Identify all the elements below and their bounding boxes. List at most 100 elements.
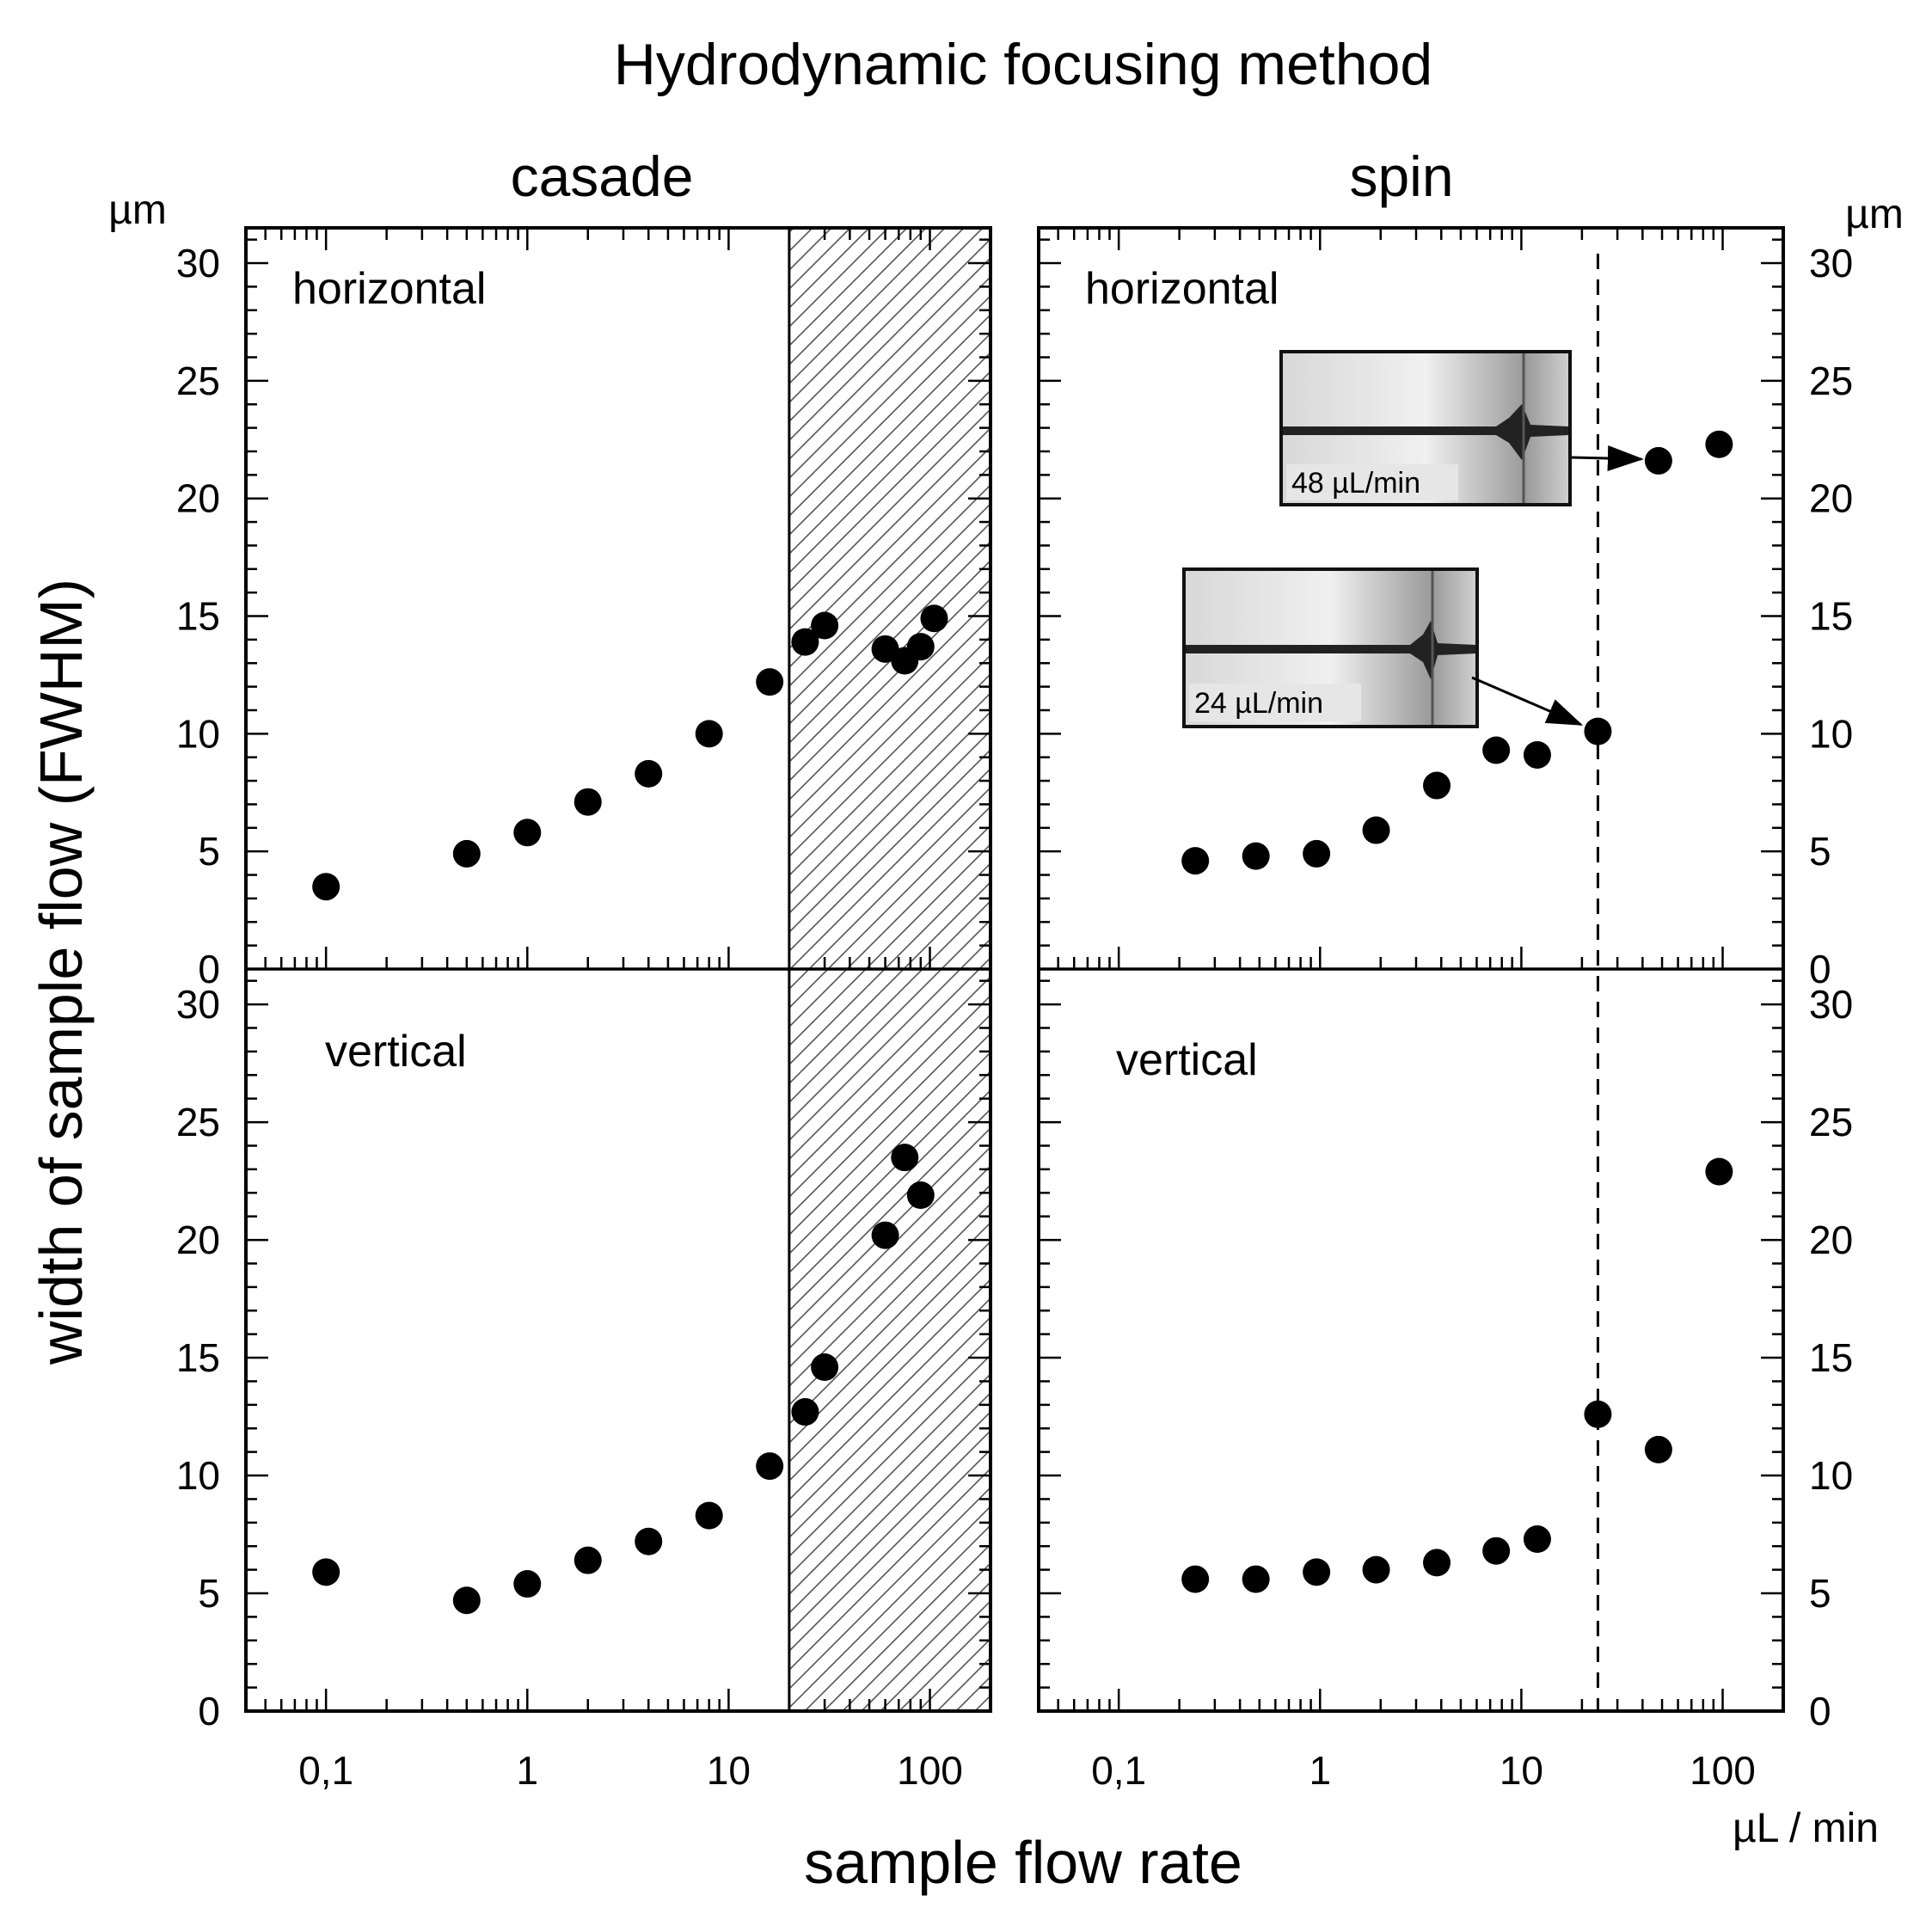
y-tick-label: 20: [1809, 1218, 1853, 1262]
data-point: [920, 604, 948, 633]
data-point: [1523, 740, 1551, 769]
data-point: [1181, 1565, 1210, 1593]
data-point: [891, 1144, 919, 1172]
data-point: [1482, 736, 1511, 764]
x-tick-label: 10: [1500, 1748, 1543, 1793]
y-tick-label: 30: [176, 982, 220, 1027]
data-point: [1303, 1558, 1331, 1586]
data-point: [1705, 1157, 1733, 1186]
y-unit-label-right: µm: [1845, 192, 1904, 237]
y-tick-label: 0: [1809, 1689, 1831, 1733]
arrow-inset-24: [1471, 676, 1584, 726]
y-tick-label: 15: [1809, 594, 1853, 639]
data-point: [1584, 717, 1612, 745]
x-tick-label: 0,1: [1091, 1748, 1146, 1793]
data-point: [513, 1570, 542, 1598]
y-tick-label: 30: [1809, 982, 1853, 1027]
inset-label-box: [1189, 684, 1361, 721]
x-tick-label: 100: [1690, 1748, 1756, 1793]
inset-label-24: 24 µL/min: [1194, 687, 1323, 720]
data-point: [1181, 847, 1210, 875]
data-point: [791, 628, 819, 656]
y-unit-label-left: µm: [108, 187, 167, 233]
data-point: [1242, 1565, 1270, 1593]
y-tick-label: 5: [198, 1571, 220, 1616]
y-tick-label: 5: [1809, 829, 1831, 874]
data-points-casade: [312, 604, 948, 1615]
data-point: [1644, 446, 1672, 475]
y-tick-label: 15: [176, 594, 220, 639]
y-tick-label: 10: [1809, 1453, 1853, 1498]
y-tick-label: 25: [176, 359, 220, 403]
data-point: [791, 1398, 819, 1426]
panel-label-spin-horizontal: horizontal: [1085, 264, 1279, 314]
data-point: [635, 1527, 663, 1555]
y-tick-label: 15: [1809, 1335, 1853, 1380]
inset-image-48: 48 µL/min: [1279, 350, 1572, 506]
column-title-spin: spin: [1349, 144, 1453, 208]
data-point: [1242, 842, 1270, 870]
y-tick-label: 20: [1809, 476, 1853, 521]
data-point: [756, 668, 784, 696]
data-point: [312, 1558, 340, 1586]
inset-label-box: [1286, 464, 1458, 500]
x-tick-label: 1: [516, 1748, 538, 1793]
data-point: [811, 1353, 839, 1382]
y-tick-label: 20: [176, 1218, 220, 1262]
data-point: [811, 611, 839, 640]
data-point: [695, 720, 723, 748]
data-point: [1423, 771, 1451, 800]
flow-streak-shape: [1283, 404, 1568, 460]
data-point: [452, 839, 481, 868]
data-point: [871, 1221, 899, 1249]
panel-label-spin-vertical: vertical: [1116, 1035, 1258, 1085]
x-axis-title: sample flow rate: [804, 1829, 1242, 1896]
panel-label-casade-vertical: vertical: [325, 1027, 467, 1077]
data-points-spin: [1181, 430, 1733, 1593]
y-tick-label: 0: [198, 1689, 220, 1733]
y-tick-label: 25: [1809, 359, 1853, 403]
y-tick-label: 10: [176, 711, 220, 756]
arrow-inset-48: [1571, 445, 1644, 471]
panel-label-casade-horizontal: horizontal: [292, 264, 486, 314]
data-point: [756, 1452, 784, 1481]
data-point: [635, 759, 663, 788]
data-point: [1362, 1555, 1390, 1584]
y-tick-label: 0: [198, 947, 220, 991]
chart-title: Hydrodynamic focusing method: [614, 32, 1432, 97]
y-tick-label: 30: [1809, 241, 1853, 285]
y-tick-label: 10: [176, 1453, 220, 1498]
y-tick-label: 5: [198, 829, 220, 874]
y-tick-label: 25: [1809, 1100, 1853, 1144]
data-point: [573, 788, 602, 816]
y-tick-label: 20: [176, 476, 220, 521]
data-point: [452, 1586, 481, 1615]
inset-image-24: 24 µL/min: [1182, 567, 1479, 728]
data-point: [695, 1501, 723, 1530]
data-point: [906, 1181, 935, 1210]
flow-streak-shape: [1186, 621, 1475, 679]
inset-label-48: 48 µL/min: [1291, 467, 1420, 500]
data-point: [1705, 430, 1733, 458]
y-tick-label: 10: [1809, 711, 1853, 756]
y-tick-label: 30: [176, 241, 220, 285]
column-title-casade: casade: [511, 144, 694, 208]
data-point: [1644, 1435, 1672, 1463]
data-point: [1303, 839, 1331, 868]
x-tick-label: 0,1: [298, 1748, 353, 1793]
y-tick-label: 15: [176, 1335, 220, 1380]
y-tick-label: 25: [176, 1100, 220, 1144]
data-point: [1423, 1549, 1451, 1577]
x-tick-label: 100: [897, 1748, 963, 1793]
data-point: [312, 873, 340, 901]
y-axis-title: width of sample flow (FWHM): [28, 579, 95, 1365]
x-unit-label: µL / min: [1733, 1806, 1879, 1851]
data-point: [1523, 1525, 1551, 1554]
data-point: [906, 633, 935, 661]
data-point: [1482, 1537, 1511, 1565]
data-point: [513, 819, 542, 847]
